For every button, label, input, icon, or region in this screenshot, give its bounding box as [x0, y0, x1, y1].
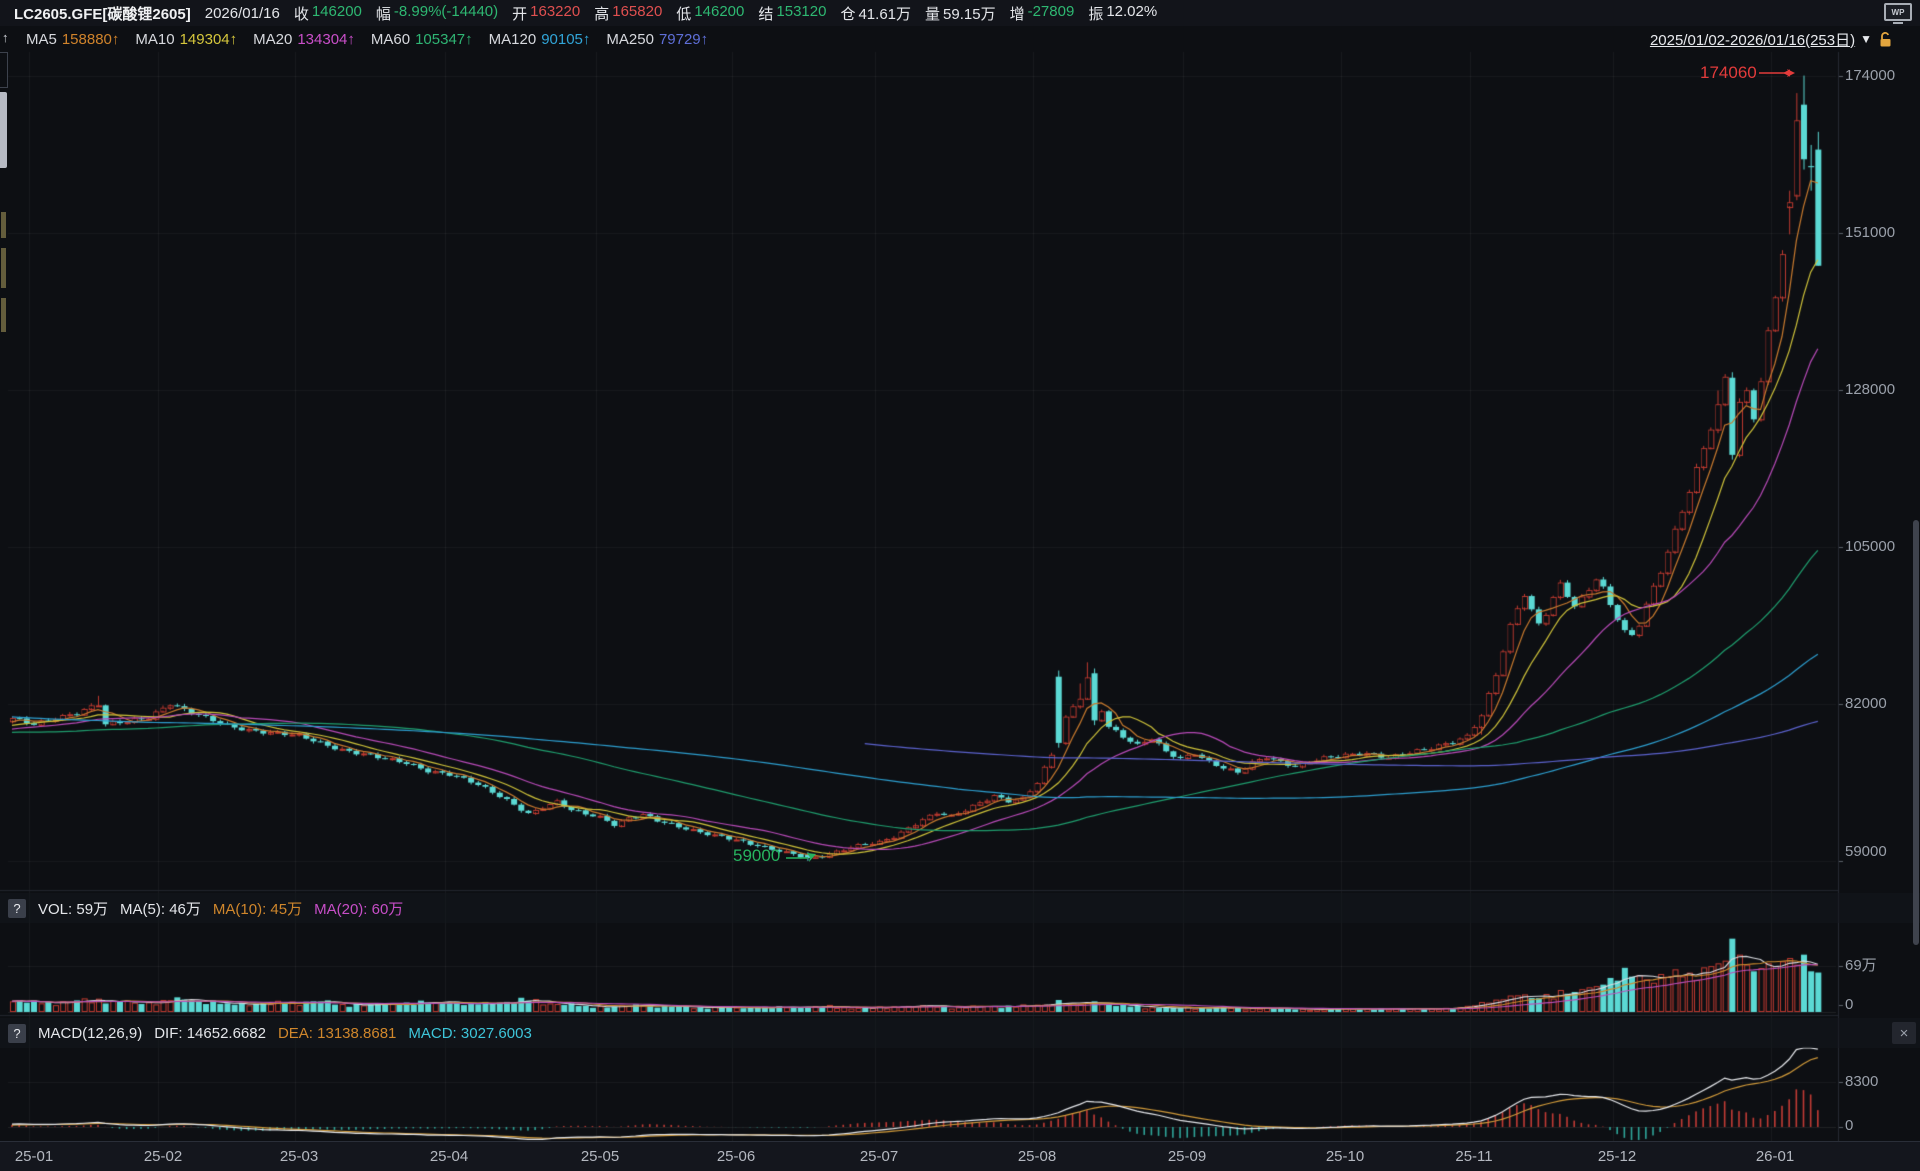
vol-readout: VOL: 59万 [38, 900, 109, 918]
price-tick-128000: 128000 [1845, 381, 1896, 398]
field-close: 收 146200 [293, 2, 362, 23]
contract-symbol: LC2605.GFE[碳酸锂2605] [14, 5, 191, 23]
xtick-25-02: 25-02 [143, 1148, 183, 1165]
field-oi-change: 增 -27809 [1009, 2, 1075, 23]
right-scrollbar[interactable] [1913, 520, 1919, 945]
field-change: 幅 -8.99%(-14440) [375, 2, 499, 23]
left-tab-outline[interactable] [0, 52, 8, 88]
left-tab-active[interactable] [0, 92, 7, 168]
time-axis-strip [0, 1141, 1920, 1171]
xtick-25-03: 25-03 [279, 1148, 319, 1165]
field-volume: 量 59.15万 [925, 5, 996, 23]
macd-pane-header: ? MACD(12,26,9) DIF: 14652.6682 DEA: 131… [0, 1018, 1920, 1048]
vol-tick-69wan: 69万 [1845, 957, 1877, 974]
ma60-readout: MA60 105347↑ [370, 30, 473, 48]
xtick-26-01: 26-01 [1755, 1148, 1795, 1165]
field-low: 低 146200 [676, 2, 745, 23]
quote-date: 2026/01/16 [204, 4, 280, 22]
date-range-text[interactable]: 2025/01/02-2026/01/16(253日) [1649, 31, 1856, 49]
macd-title: MACD(12,26,9) [38, 1024, 143, 1042]
price-tick-174000: 174000 [1845, 67, 1896, 84]
field-open: 开 163220 [512, 2, 581, 23]
ma10-readout: MA10 149304↑ [135, 30, 238, 48]
vol-ma20-readout: MA(20): 60万 [314, 900, 404, 918]
wenhua-monitor-icon[interactable]: WP [1884, 3, 1912, 24]
xtick-25-06: 25-06 [716, 1148, 756, 1165]
chevron-down-icon[interactable]: ▼ [1860, 32, 1872, 46]
wf-icon-label: WP [1884, 3, 1912, 21]
macd-tick-0: 0 [1845, 1117, 1854, 1134]
ma5-readout: MA5 158880↑ [26, 30, 120, 48]
dea-readout: DEA: 13138.8681 [277, 1024, 397, 1042]
left-edge-panel[interactable] [0, 52, 8, 952]
macd-tick-8300: 8300 [1845, 1073, 1879, 1090]
xtick-25-07: 25-07 [859, 1148, 899, 1165]
date-range-selector[interactable]: 2025/01/02-2026/01/16(253日) ▼ [1650, 27, 1894, 51]
field-settle: 结 153120 [758, 2, 827, 23]
xtick-25-05: 25-05 [580, 1148, 620, 1165]
xtick-25-01: 25-01 [14, 1148, 54, 1165]
ma-indicator-row: MA5 158880↑ MA10 149304↑ MA20 134304↑ MA60 1… [0, 26, 1920, 52]
help-icon[interactable]: ? [8, 1023, 26, 1043]
price-tick-82000: 82000 [1845, 695, 1887, 712]
help-icon[interactable]: ? [8, 898, 26, 918]
xtick-25-09: 25-09 [1167, 1148, 1207, 1165]
price-tick-59000: 59000 [1845, 843, 1887, 860]
ma20-readout: MA20 134304↑ [253, 30, 355, 48]
quote-header-bar: LC2605.GFE[碳酸锂2605] 2026/01/16 收 146200 幅… [0, 0, 1920, 26]
price-tick-105000: 105000 [1845, 538, 1896, 555]
dif-readout: DIF: 14652.6682 [154, 1024, 266, 1042]
macd-readout: MACD: 3027.6003 [408, 1024, 532, 1042]
field-high: 高 165820 [594, 2, 663, 23]
ma250-readout: MA250 79729↑ [606, 30, 709, 48]
xtick-25-04: 25-04 [429, 1148, 469, 1165]
ma-lead-arrow: ↑ [2, 30, 9, 45]
ma120-readout: MA120 90105↑ [488, 30, 591, 48]
xtick-25-11: 25-11 [1455, 1148, 1493, 1165]
xtick-25-12: 25-12 [1597, 1148, 1637, 1165]
vol-tick-0: 0 [1845, 996, 1854, 1013]
vol-ma10-readout: MA(10): 45万 [212, 900, 303, 918]
close-icon[interactable]: × [1892, 1022, 1916, 1044]
field-open-interest: 仓 41.61万 [840, 5, 912, 23]
xtick-25-08: 25-08 [1017, 1148, 1057, 1165]
field-amplitude: 振 12.02% [1088, 2, 1158, 23]
vol-ma5-readout: MA(5): 46万 [120, 900, 201, 918]
price-tick-151000: 151000 [1845, 224, 1896, 241]
xtick-25-10: 25-10 [1325, 1148, 1365, 1165]
unlock-icon[interactable] [1877, 31, 1894, 48]
volume-pane-header: ? VOL: 59万 MA(5): 46万 MA(10): 45万 MA(20)… [0, 893, 1920, 923]
